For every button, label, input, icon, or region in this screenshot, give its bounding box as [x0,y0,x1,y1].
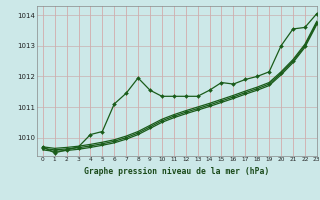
X-axis label: Graphe pression niveau de la mer (hPa): Graphe pression niveau de la mer (hPa) [84,167,269,176]
